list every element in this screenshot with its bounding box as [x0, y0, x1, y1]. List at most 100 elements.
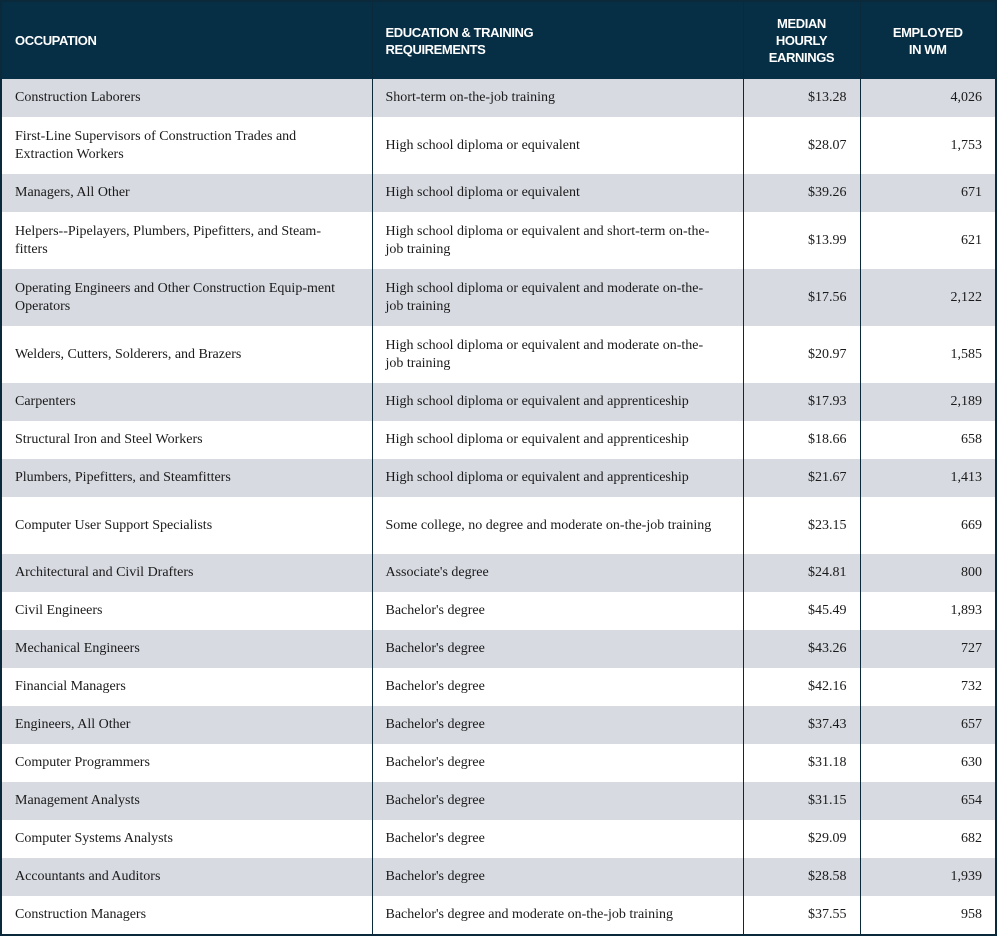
employed-cell: 1,939: [859, 858, 996, 896]
education-cell: High school diploma or equivalent: [371, 174, 743, 212]
occupation-cell: Operating Engineers and Other Constructi…: [1, 269, 372, 326]
earnings-cell: $21.67: [742, 459, 860, 497]
occupation-cell: Structural Iron and Steel Workers: [15, 432, 203, 447]
earnings-cell: $31.15: [742, 782, 860, 820]
employed-cell: 958: [859, 896, 996, 935]
education-cell: High school diploma or equivalent and mo…: [371, 269, 743, 326]
employed-cell: 671: [859, 174, 996, 212]
employed-cell: 657: [859, 706, 996, 744]
employed-cell: 2,122: [859, 269, 996, 326]
occupation-cell: Computer Programmers: [15, 755, 150, 770]
occupation-cell: Construction Laborers: [1, 79, 372, 117]
earnings-cell: $17.93: [742, 383, 860, 421]
education-cell: Bachelor's degree: [371, 820, 743, 858]
table-row: Helpers--Pipelayers, Plumbers, Pipefitte…: [1, 212, 996, 269]
education-cell: Bachelor's degree: [371, 668, 743, 706]
occupation-cell: Engineers, All Other: [1, 706, 372, 744]
earnings-cell: $13.99: [742, 212, 860, 269]
employed-cell: 1,893: [859, 592, 996, 630]
employed-cell: 2,189: [859, 383, 996, 421]
table-row: Architectural and Civil Drafters Associat…: [1, 554, 996, 592]
earnings-cell: $43.26: [742, 630, 860, 668]
earnings-cell: $29.09: [742, 820, 860, 858]
table-row: Computer User Support Specialists Some co…: [1, 497, 996, 554]
occupation-cell: Helpers--Pipelayers, Plumbers, Pipefitte…: [15, 223, 321, 257]
education-cell: High school diploma or equivalent and ap…: [371, 383, 743, 421]
education-cell: Bachelor's degree: [371, 858, 743, 896]
occupation-cell: Accountants and Auditors: [1, 858, 372, 896]
table-row: Civil Engineers Bachelor's degree $45.49 1,…: [1, 592, 996, 630]
occupation-cell: Construction Managers: [15, 907, 147, 922]
occupation-cell: Computer User Support Specialists: [15, 517, 213, 533]
table-row: Mechanical Engineers Bachelor's degree $43…: [1, 630, 996, 668]
header-earnings: MEDIAN HOURLY EARNINGS: [742, 1, 860, 79]
table-row: Plumbers, Pipefitters, and Steamfitters H…: [1, 459, 996, 497]
education-cell: Some college, no degree and moderate on-…: [371, 497, 743, 554]
table-row: Operating Engineers and Other Constructi…: [1, 269, 996, 326]
earnings-cell: $24.81: [742, 554, 860, 592]
table-row: First-Line Supervisors of Construction T…: [1, 117, 996, 174]
header-education: EDUCATION & TRAINING REQUIREMENTS: [371, 1, 743, 79]
employed-cell: 1,585: [859, 326, 996, 383]
table-row: Management Analysts Bachelor's degree $31.…: [1, 782, 996, 820]
earnings-cell: $39.26: [742, 174, 860, 212]
table-row: Engineers, All Other Bachelor's degree $37…: [1, 706, 996, 744]
table-row: Computer Programmers Bachelor's degree $31…: [1, 744, 996, 782]
earnings-cell: $20.97: [742, 326, 860, 383]
table-row: Financial Managers Bachelor's degree $42.1…: [1, 668, 996, 706]
education-cell: Short-term on-the-job training: [371, 79, 743, 117]
table-row: Structural Iron and Steel Workers High sc…: [1, 421, 996, 459]
employed-cell: 654: [859, 782, 996, 820]
earnings-cell: $37.55: [742, 896, 860, 935]
education-cell: Bachelor's degree: [371, 782, 743, 820]
employed-cell: 1,753: [859, 117, 996, 174]
header-row: OCCUPATION EDUCATION & TRAINING REQUIREM…: [1, 1, 996, 79]
employed-cell: 4,026: [859, 79, 996, 117]
education-cell: High school diploma or equivalent and mo…: [371, 326, 743, 383]
earnings-cell: $42.16: [742, 668, 860, 706]
earnings-cell: $45.49: [742, 592, 860, 630]
earnings-cell: $17.56: [742, 269, 860, 326]
earnings-cell: $18.66: [742, 421, 860, 459]
table-row: Managers, All Other High school diploma o…: [1, 174, 996, 212]
education-cell: Bachelor's degree: [371, 744, 743, 782]
employed-cell: 732: [859, 668, 996, 706]
occupation-cell: Computer Systems Analysts: [15, 831, 173, 846]
table-row: Welders, Cutters, Solderers, and Brazers…: [1, 326, 996, 383]
occupation-cell: First-Line Supervisors of Construction T…: [15, 128, 297, 162]
education-cell: High school diploma or equivalent and ap…: [371, 421, 743, 459]
table-row: Carpenters High school diploma or equival…: [1, 383, 996, 421]
earnings-cell: $37.43: [742, 706, 860, 744]
occupation-cell: Civil Engineers: [15, 603, 103, 618]
employed-cell: 682: [859, 820, 996, 858]
earnings-cell: $28.58: [742, 858, 860, 896]
employed-cell: 658: [859, 421, 996, 459]
occupation-cell: Management Analysts: [1, 782, 372, 820]
occupation-cell: Carpenters: [1, 383, 372, 421]
earnings-cell: $31.18: [742, 744, 860, 782]
employed-cell: 669: [859, 497, 996, 554]
education-cell: Associate's degree: [371, 554, 743, 592]
occupation-cell: Plumbers, Pipefitters, and Steamfitters: [1, 459, 372, 497]
employed-cell: 800: [859, 554, 996, 592]
header-employed: EMPLOYED IN WM: [859, 1, 996, 79]
table-row: Construction Managers Bachelor's degree a…: [1, 896, 996, 935]
occupation-cell: Managers, All Other: [1, 174, 372, 212]
employed-cell: 727: [859, 630, 996, 668]
education-cell: High school diploma or equivalent and ap…: [371, 459, 743, 497]
table-row: Accountants and Auditors Bachelor's degre…: [1, 858, 996, 896]
employed-cell: 630: [859, 744, 996, 782]
earnings-cell: $28.07: [742, 117, 860, 174]
earnings-cell: $13.28: [742, 79, 860, 117]
education-cell: Bachelor's degree and moderate on-the-jo…: [371, 896, 743, 935]
education-cell: High school diploma or equivalent and sh…: [371, 212, 743, 269]
education-cell: Bachelor's degree: [371, 630, 743, 668]
occupation-cell: Financial Managers: [15, 679, 126, 694]
table-row: Construction Laborers Short-term on-the-j…: [1, 79, 996, 117]
employed-cell: 621: [859, 212, 996, 269]
employed-cell: 1,413: [859, 459, 996, 497]
occupation-cell: Mechanical Engineers: [1, 630, 372, 668]
header-occupation: OCCUPATION: [1, 1, 372, 79]
earnings-cell: $23.15: [742, 497, 860, 554]
